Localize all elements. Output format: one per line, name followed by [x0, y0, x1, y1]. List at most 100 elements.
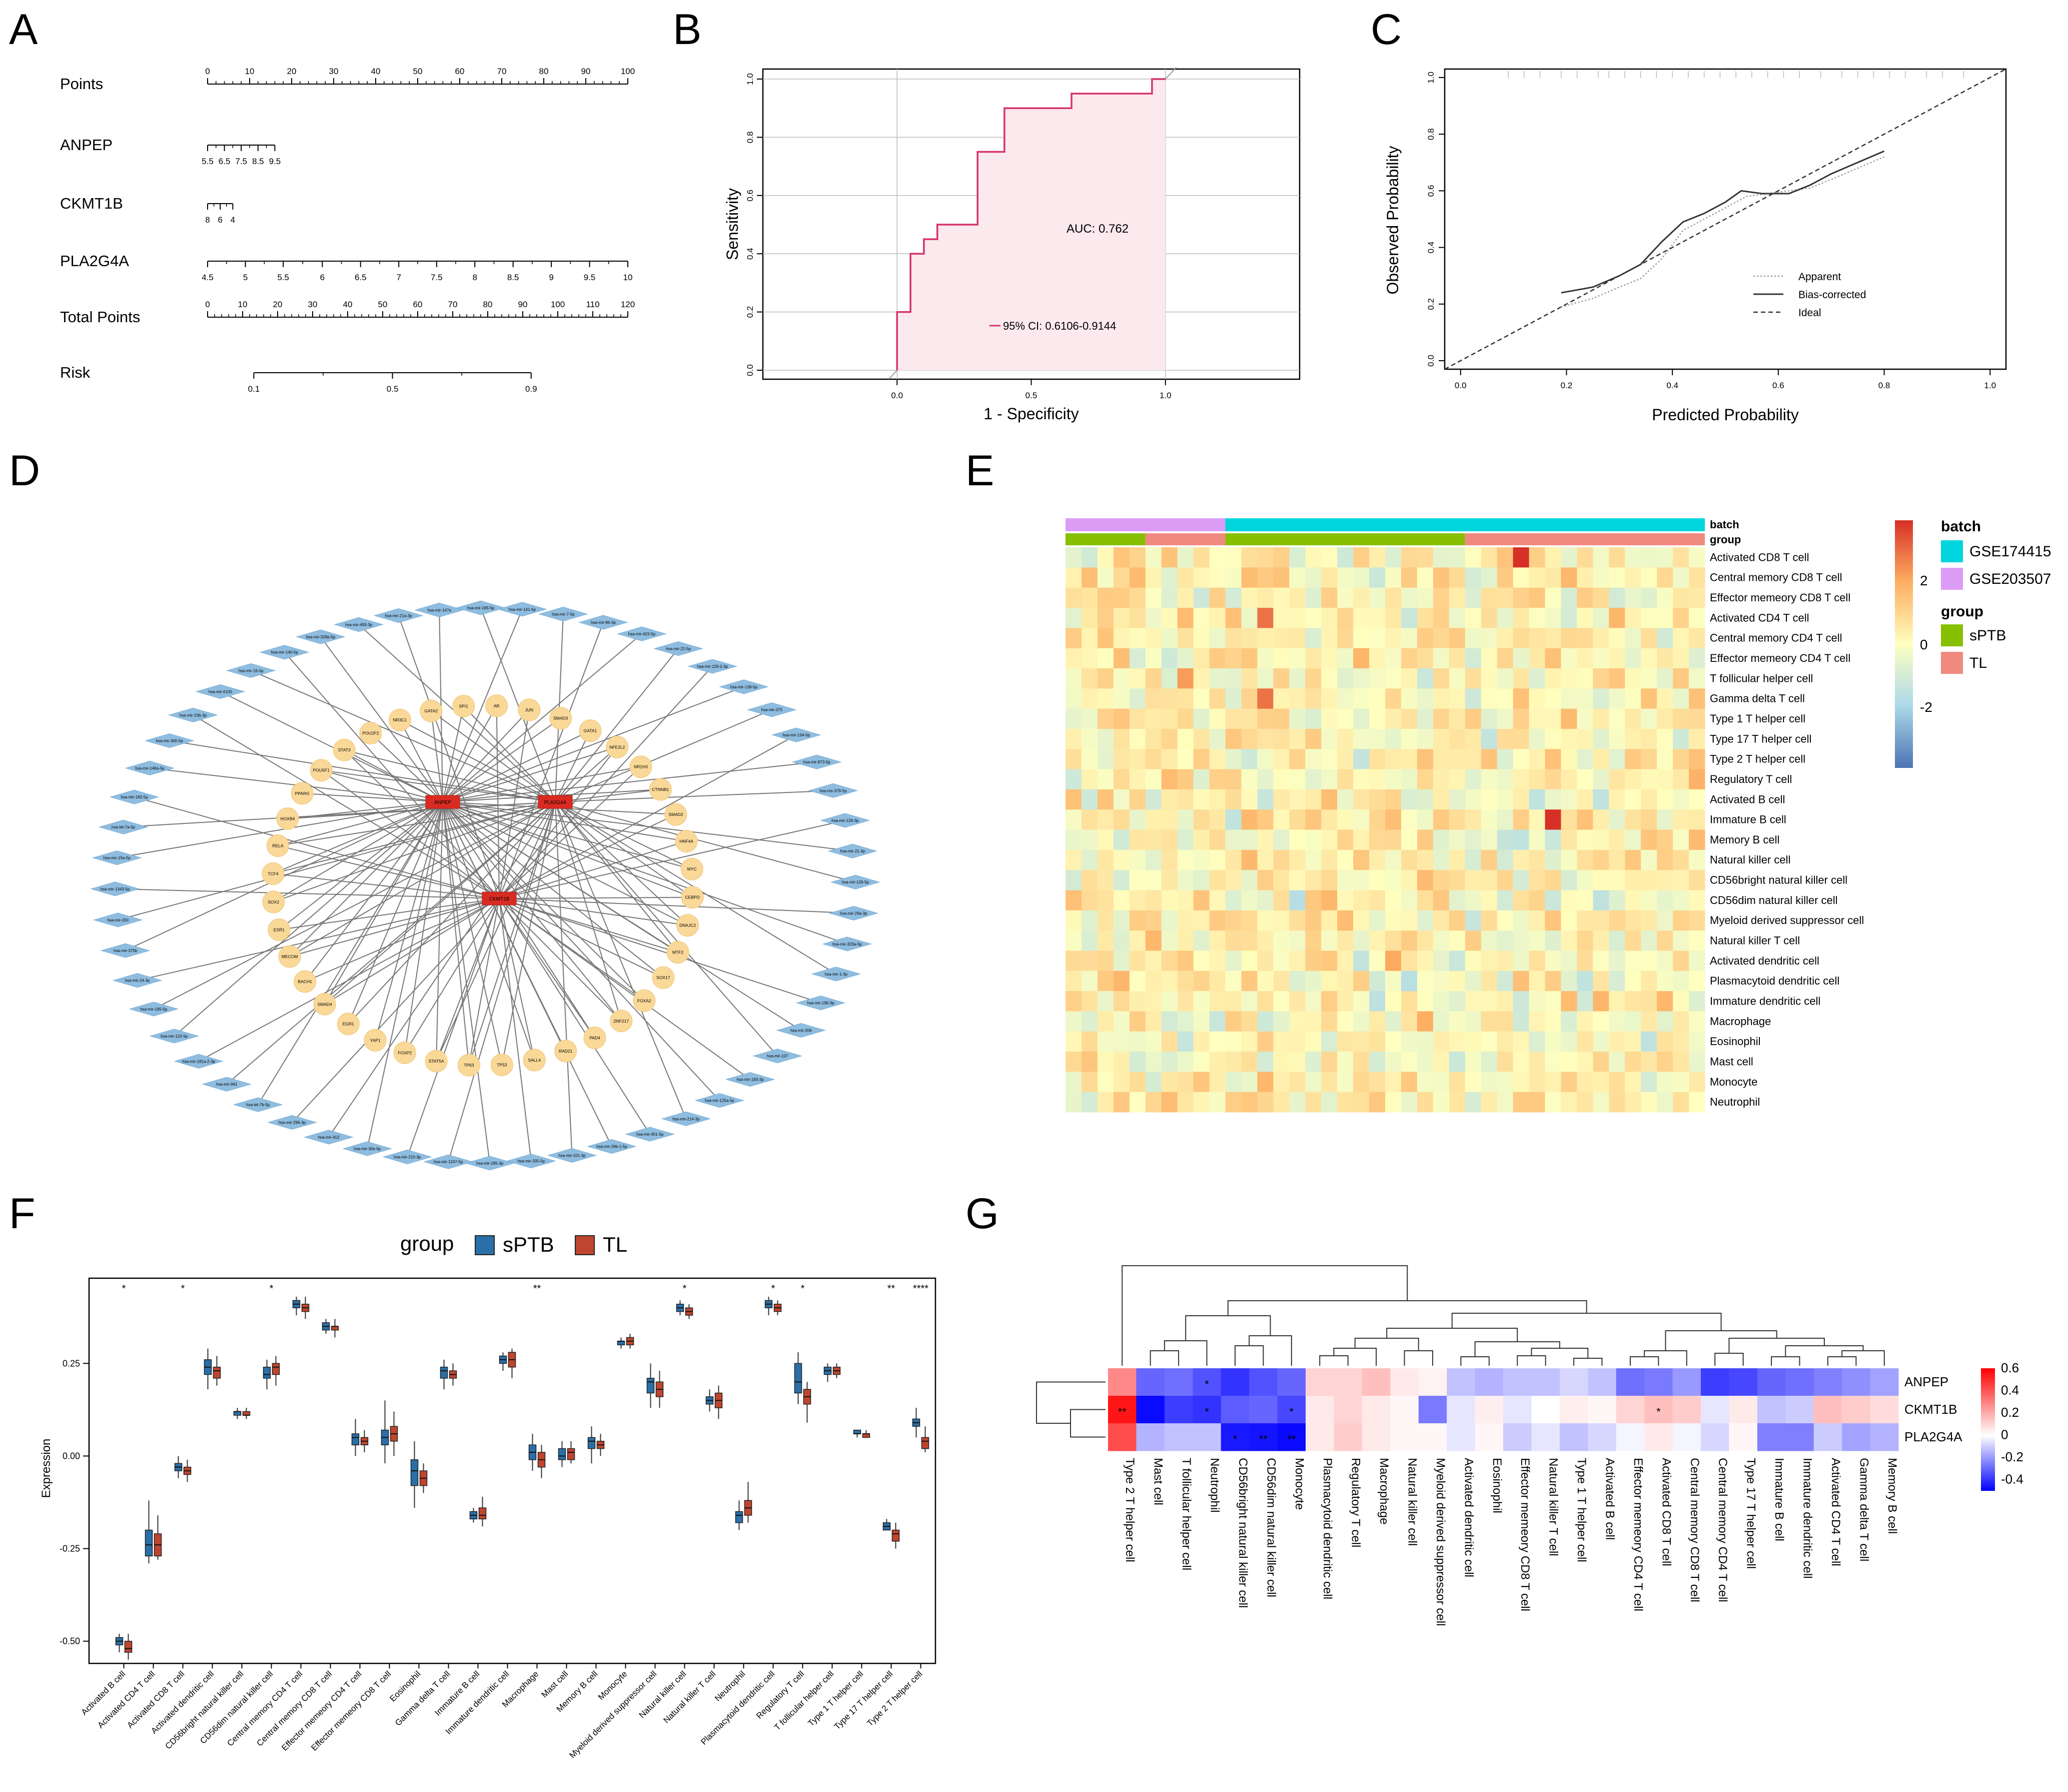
heatmap-cell [1369, 1072, 1386, 1093]
heatmap-cell [1385, 971, 1402, 992]
calibration-frame [1444, 68, 2007, 370]
nomogram-tick-label: 90 [581, 67, 591, 76]
heatmap-cell [1385, 668, 1402, 689]
heatmap-cell [1513, 628, 1530, 649]
heatmap-cell [1241, 931, 1258, 951]
heatmap-cell [1657, 931, 1673, 951]
heatmap-cell [1481, 607, 1498, 628]
correlation-cell [1249, 1423, 1278, 1451]
heatmap-cell [1513, 829, 1530, 850]
heatmap-cell [1497, 668, 1514, 689]
correlation-cell [1701, 1368, 1729, 1396]
heatmap-cell [1433, 648, 1450, 669]
network-edge [398, 615, 500, 899]
heatmap-cell [1161, 1031, 1178, 1052]
heatmap-cell [1609, 789, 1625, 810]
heatmap-cell [1241, 971, 1258, 992]
heatmap-cell [1593, 971, 1609, 992]
heatmap-cell [1561, 648, 1577, 669]
boxplot-box [440, 1366, 448, 1379]
legend-label: TL [1969, 655, 1987, 671]
correlation-cell [1644, 1368, 1673, 1396]
correlation-cell [1418, 1423, 1447, 1451]
nomogram-tick-label: 100 [621, 67, 635, 76]
heatmap-cell [1209, 1031, 1226, 1052]
heatmap-cell [1657, 648, 1673, 669]
correlation-cell [1164, 1368, 1193, 1396]
heatmap-cell [1481, 809, 1498, 830]
heatmap-cell [1113, 1031, 1130, 1052]
heatmap-row-label: Monocyte [1710, 1076, 1757, 1088]
heatmap-row-label: Activated CD4 T cell [1710, 611, 1809, 624]
significance-mark: ** [887, 1283, 895, 1294]
heatmap-cell [1177, 910, 1194, 931]
heatmap-cell [1561, 688, 1577, 709]
hub-gene-label: ANPEP [434, 800, 451, 805]
heatmap-cell [1193, 829, 1210, 850]
heatmap-cell [1241, 789, 1258, 810]
mirna-node [719, 679, 769, 694]
boxplot-legend-title: group [400, 1232, 454, 1255]
nomogram-tick-label: 30 [329, 67, 339, 76]
heatmap-cell [1689, 587, 1705, 608]
mirna-node [661, 1111, 711, 1126]
correlation-column-label: Central memory CD8 T cell [1688, 1458, 1701, 1602]
heatmap-cell [1545, 991, 1561, 1012]
heatmap-cell [1433, 749, 1450, 770]
heatmap-cell [1353, 688, 1370, 709]
heatmap-cell [1209, 587, 1226, 608]
heatmap-cell [1113, 1092, 1130, 1113]
tf-node-label: GATA2 [424, 708, 438, 713]
heatmap-cell [1129, 1031, 1146, 1052]
nomogram-tick-label: 7.5 [235, 157, 247, 166]
calibration-xtick-label: 0.8 [1878, 381, 1890, 390]
tf-node-label: BACH1 [298, 979, 313, 984]
heatmap-cell [1241, 829, 1258, 850]
heatmap-cell [1161, 547, 1178, 568]
heatmap-cell [1577, 849, 1593, 870]
heatmap-cell [1161, 890, 1178, 911]
heatmap-cell [1625, 749, 1641, 770]
heatmap-cell [1209, 991, 1226, 1012]
correlation-significance-mark: * [1205, 1406, 1209, 1418]
heatmap-cell [1081, 1072, 1098, 1093]
heatmap-cell [1481, 547, 1498, 568]
correlation-row-label: PLA2G4A [1904, 1429, 1962, 1444]
heatmap-cell [1449, 931, 1466, 951]
network-edge [367, 801, 443, 1149]
heatmap-cell [1066, 1011, 1082, 1032]
heatmap-cell [1193, 587, 1210, 608]
heatmap-cell [1481, 728, 1498, 749]
heatmap-cell [1561, 951, 1577, 972]
mirna-node [752, 1049, 802, 1064]
nomogram-tick-label: 60 [413, 300, 423, 309]
network-edge [555, 801, 573, 1156]
heatmap-cell [1417, 587, 1434, 608]
mirna-node-label: hsa-mir-23b-3p [180, 713, 207, 717]
heatmap-cell [1673, 708, 1689, 729]
network-edge [499, 898, 688, 926]
network-edge [123, 801, 556, 828]
heatmap-cell [1369, 809, 1386, 830]
heatmap-cell [1657, 769, 1673, 790]
tf-node [452, 694, 475, 717]
roc-curve [896, 78, 1166, 370]
annotation-label: batch [1710, 518, 1739, 531]
heatmap-cell [1625, 708, 1641, 729]
heatmap-cell [1369, 749, 1386, 770]
network-edge [555, 801, 622, 1022]
legend-swatch [1941, 652, 1963, 674]
heatmap-cell [1097, 991, 1114, 1012]
heatmap-cell [1433, 1052, 1450, 1072]
heatmap-cell [1081, 708, 1098, 729]
network-edge [153, 801, 556, 1010]
heatmap-cell [1673, 688, 1689, 709]
heatmap-cell [1081, 951, 1098, 972]
heatmap-cell [1257, 890, 1274, 911]
row-dendrogram [1036, 1381, 1106, 1438]
nomogram-tick-label: 6 [218, 215, 222, 225]
heatmap-cell [1561, 809, 1577, 830]
heatmap-cell [1497, 931, 1514, 951]
heatmap-row-label: Neutrophil [1710, 1096, 1760, 1108]
